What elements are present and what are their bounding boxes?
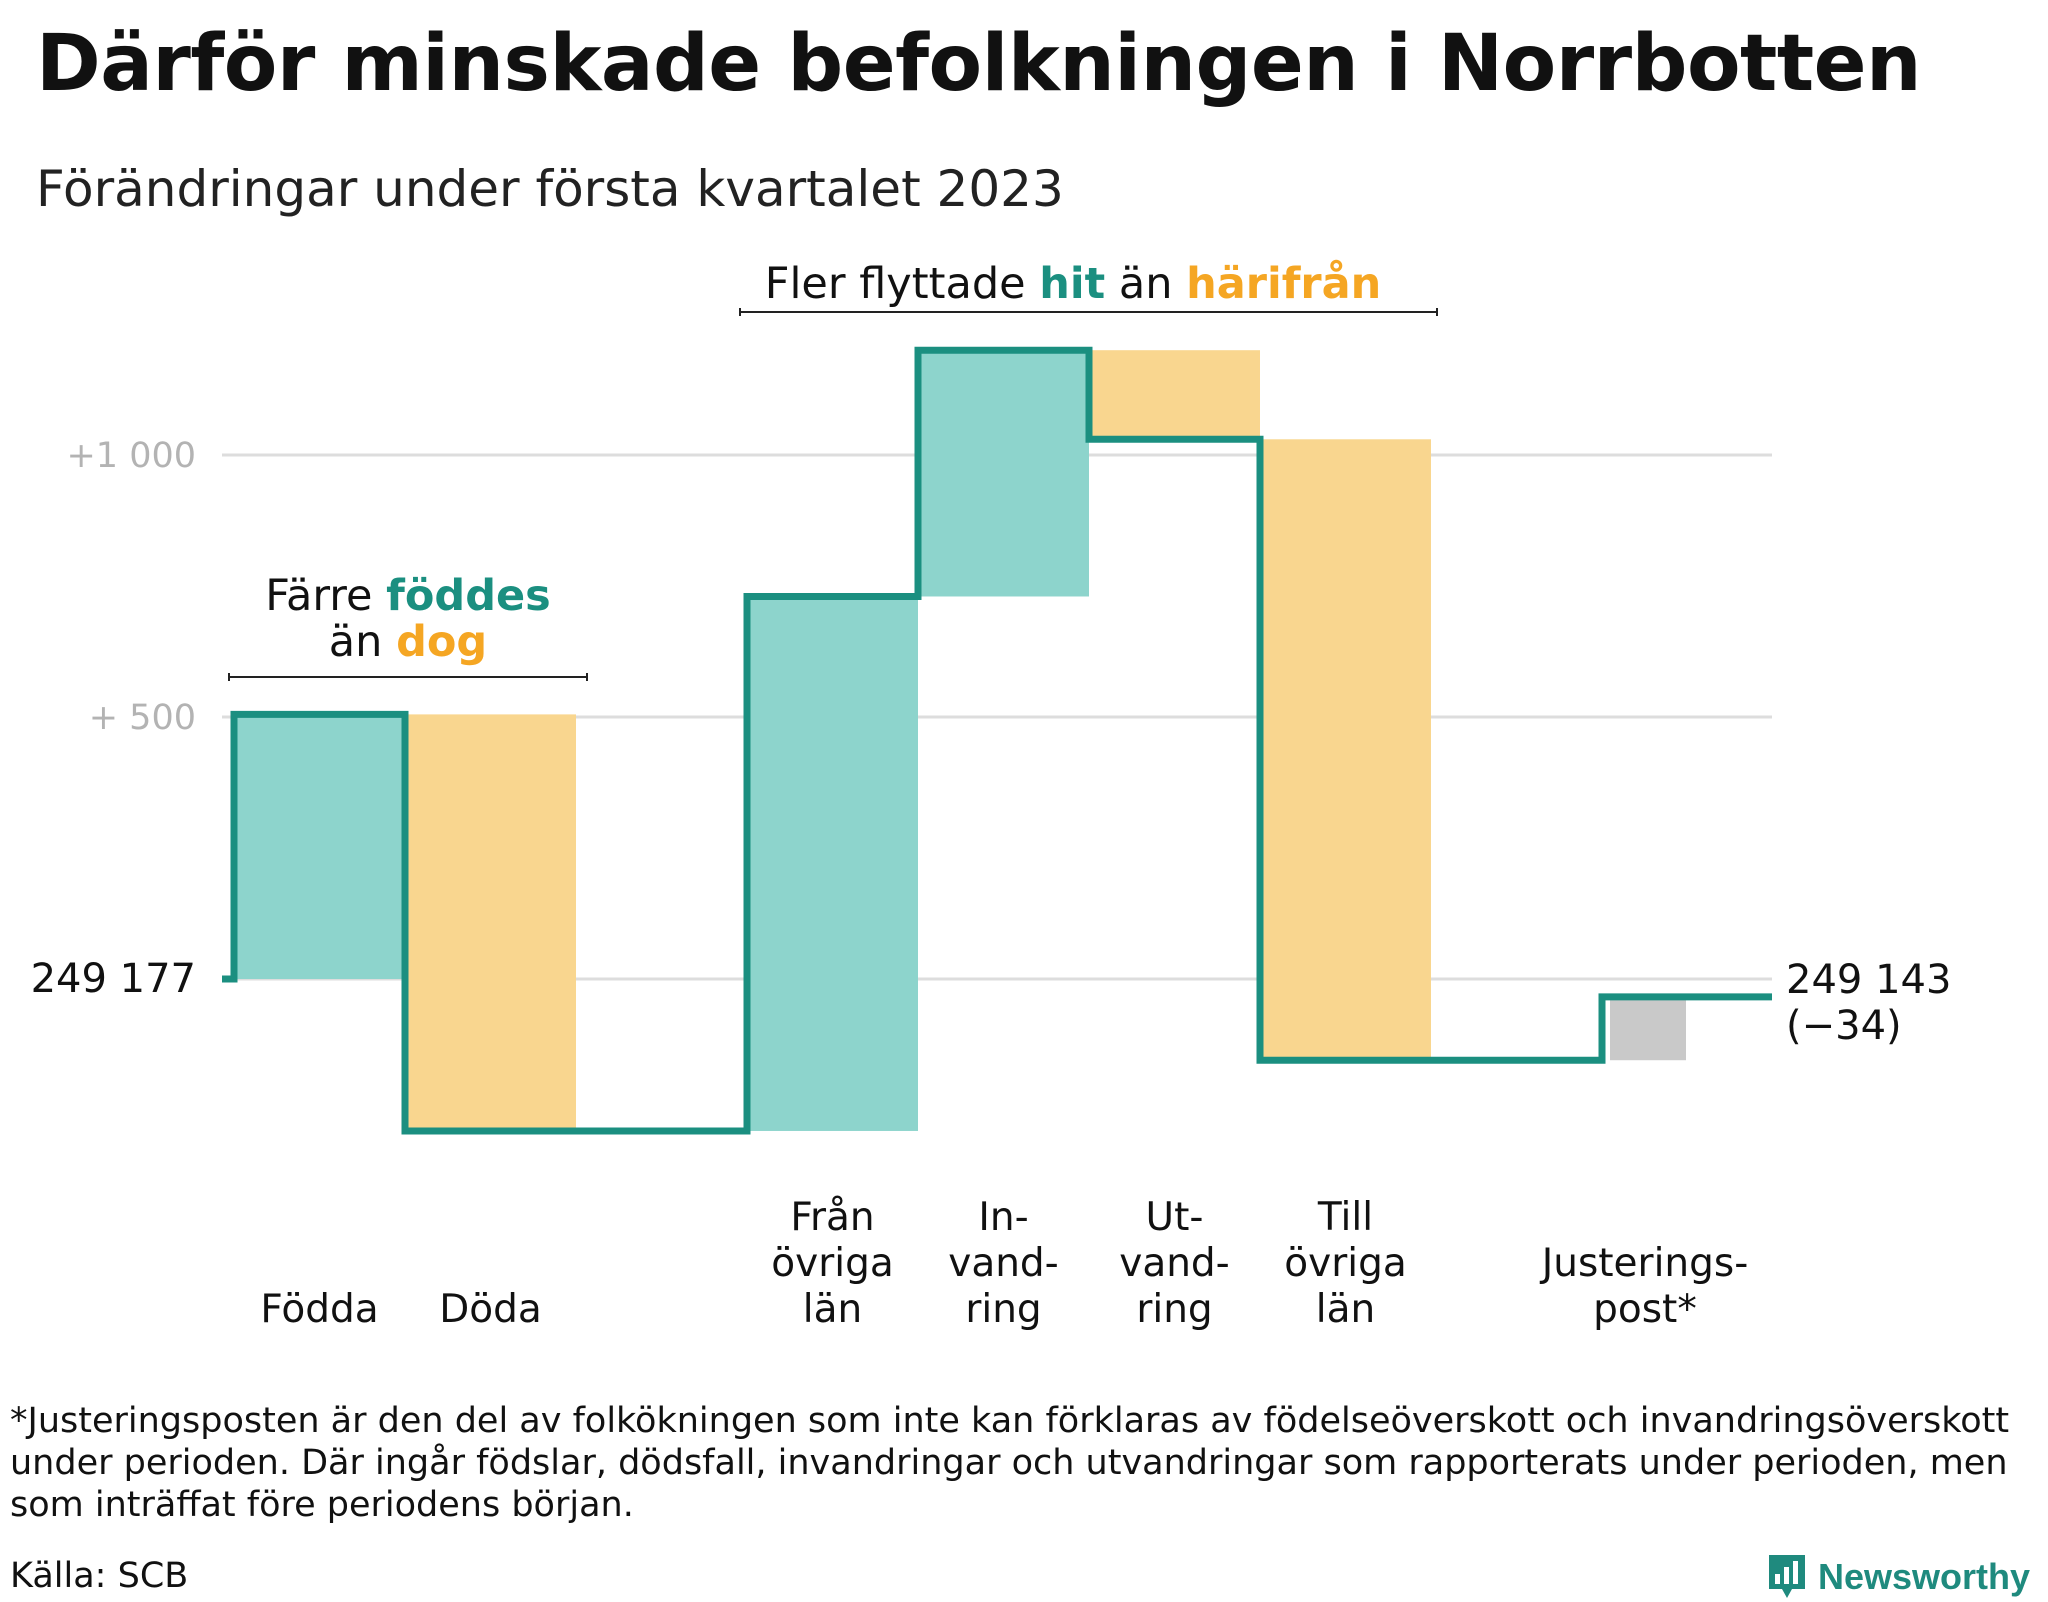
- annotation-births-deaths-line2: än dog: [329, 617, 487, 667]
- waterfall-bar: [1610, 996, 1686, 1061]
- start-value-label: 249 177: [31, 956, 196, 1002]
- y-tick-label: +1 000: [66, 436, 196, 476]
- category-label: Ut-: [1146, 1195, 1204, 1240]
- waterfall-bar: [1260, 439, 1431, 1061]
- category-label: vand-: [1119, 1241, 1230, 1286]
- category-label: vand-: [948, 1241, 1059, 1286]
- category-label: Födda: [260, 1287, 378, 1332]
- annotation-part: Fler flyttade: [765, 259, 1040, 309]
- annotation-births-deaths-line1: Färre föddes: [265, 571, 551, 621]
- footnote: *Justeringsposten är den del av folkökni…: [10, 1401, 2010, 1525]
- waterfall-step-line: [222, 346, 1772, 1135]
- annotation-part: härifrån: [1186, 259, 1381, 309]
- chart-title: Därför minskade befolkningen i Norrbotte…: [36, 19, 1922, 109]
- annotation-bracket: [228, 673, 588, 681]
- annotation-bracket: [739, 308, 1438, 316]
- category-label: post*: [1593, 1287, 1697, 1332]
- annotation-part: dog: [396, 617, 487, 667]
- category-label: Döda: [439, 1287, 542, 1332]
- brand-name: Newsworthy: [1818, 1556, 2031, 1597]
- category-label: Justerings-: [1539, 1241, 1749, 1286]
- waterfall-bar: [1089, 350, 1260, 440]
- category-label: övriga: [1284, 1241, 1406, 1286]
- annotation-part: föddes: [386, 571, 551, 621]
- source-label: Källa: SCB: [10, 1556, 189, 1596]
- category-label: län: [1316, 1287, 1375, 1332]
- category-label: ring: [1136, 1287, 1212, 1332]
- category-label: Från: [790, 1195, 874, 1240]
- annotation-part: än: [329, 617, 396, 667]
- waterfall-bar: [405, 714, 576, 1131]
- y-tick-label: + 500: [89, 698, 196, 738]
- end-value-label: 249 143: [1786, 957, 1951, 1003]
- annotation-part: Färre: [265, 571, 386, 621]
- category-label: Till: [1317, 1195, 1373, 1240]
- end-change-label: (−34): [1786, 1003, 1902, 1049]
- newsworthy-chart-icon: [1769, 1555, 1805, 1598]
- category-label: In-: [978, 1195, 1028, 1240]
- brand-logo[interactable]: Newsworthy: [1766, 1552, 2030, 1602]
- waterfall-bar: [918, 350, 1089, 597]
- annotation-migration: Fler flyttade hit än härifrån: [765, 259, 1382, 309]
- category-label: län: [803, 1287, 862, 1332]
- category-label: övriga: [771, 1241, 893, 1286]
- waterfall-bar: [234, 714, 405, 979]
- annotation-part: än: [1105, 259, 1186, 309]
- category-label: ring: [965, 1287, 1041, 1332]
- waterfall-bar: [747, 596, 918, 1131]
- chart-subtitle: Förändringar under första kvartalet 2023: [36, 160, 1064, 218]
- annotation-part: hit: [1039, 259, 1105, 309]
